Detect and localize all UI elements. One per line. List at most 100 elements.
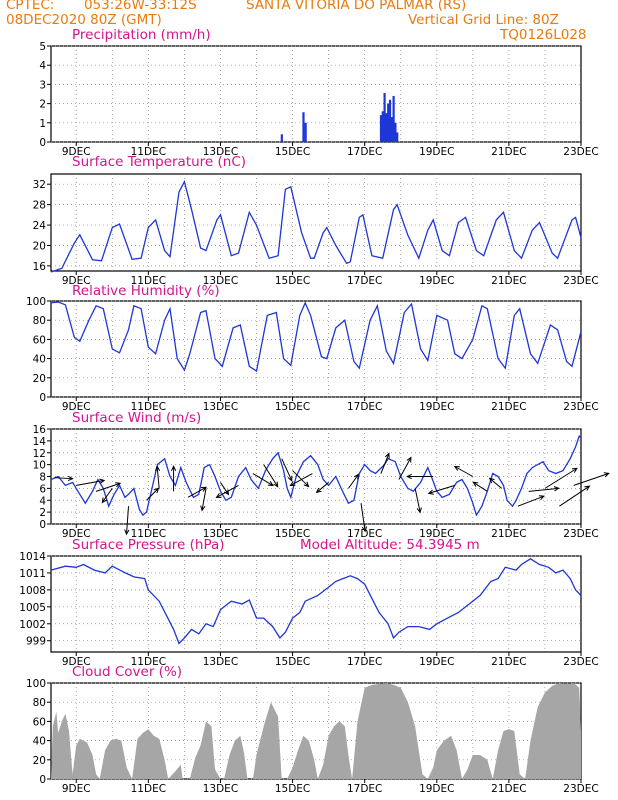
precip-ytick-label: 0 [39,137,46,149]
pres-ytick-label: 1014 [19,551,46,563]
wind-arrow [252,473,274,486]
wind-ytick-label: 4 [39,495,46,507]
wind-arrow [54,477,73,480]
precip-ytick-label: 4 [39,60,46,72]
wind-arrow [489,477,503,489]
wind-arrow [517,495,545,507]
cloud-ytick-label: 0 [39,774,46,786]
wind-arrow-head [488,477,495,484]
wind-arrow-head [406,456,412,463]
precip-ytick-label: 5 [39,41,46,53]
temp-frame [50,173,582,272]
temp-ytick-label: 16 [33,261,47,273]
pres-xtick-label: 11DEC [131,656,166,668]
wind-arrow [201,488,207,511]
precip-xtick-label: 19DEC [419,146,454,158]
precip-bar [381,111,384,142]
wind-xtick-label: 11DEC [131,528,166,540]
pres-xtick-label: 17DEC [347,656,382,668]
cloud-ytick-label: 80 [33,697,46,709]
wind-xtick-label: 15DEC [275,528,310,540]
wind-ytick-label: 0 [39,519,46,531]
wind-arrow-head [154,465,161,472]
wind-arrow [398,457,412,480]
wind-arrow [528,487,559,492]
wind-arrow [544,467,578,489]
pres-frame [50,555,582,653]
wind-arrow-head [406,473,412,480]
temp-ytick-label: 32 [33,179,46,191]
wind-arrow-head [289,481,296,487]
wind-arrow [360,503,366,532]
precip-frame [50,45,582,143]
rh-xtick-label: 11DEC [131,401,166,413]
wind-arrow [316,482,329,493]
precip-xtick-label: 13DEC [203,146,238,158]
wind-arrow-head [170,465,177,472]
header-run: 08DEC2020 80Z (GMT) [6,12,162,28]
pres-xtick-label: 15DEC [275,656,310,668]
precip-bar [390,117,393,142]
cloud-xtick-label: 9DEC [62,783,91,795]
pres-ytick-label: 1002 [19,619,46,631]
cloud-title: Cloud Cover (%) [72,664,183,680]
temp-title: Surface Temperature (nC) [72,154,247,170]
precip-bar [379,115,383,142]
wind-ytick-label: 8 [39,472,46,484]
rh-xtick-label: 13DEC [203,401,238,413]
header-grid-note: Vertical Grid Line: 80Z [408,12,559,28]
rh-ytick-label: 60 [33,334,46,346]
wind-arrow-head [571,467,578,473]
wind-arrow [472,481,488,492]
cloud-ytick-label: 40 [33,736,46,748]
temp-ytick-label: 20 [33,240,46,252]
temp-xtick-label: 21DEC [491,275,526,287]
wind-arrow [281,458,293,481]
wind-xtick-label: 17DEC [347,528,382,540]
temp-ytick-label: 28 [33,200,46,212]
temp-xtick-label: 15DEC [275,275,310,287]
wind-arrow [216,484,239,498]
wind-arrow [156,466,160,489]
wind-arrow-head [67,475,74,482]
cloud-xtick-label: 23DEC [563,783,598,795]
precip-bar [280,134,283,142]
wind-arrow [290,473,313,486]
precip-xtick-label: 21DEC [491,146,526,158]
wind-title: Surface Wind (m/s) [72,410,202,426]
precip-bar [304,122,307,142]
pres-series-line [50,558,582,645]
precip-xtick-label: 17DEC [347,146,382,158]
cloud-xtick-label: 17DEC [347,783,382,795]
cloud-xtick-label: 13DEC [203,783,238,795]
wind-arrow-head [538,495,545,501]
wind-arrow-head [215,493,222,498]
header-model-id: TQ0126L028 [500,27,587,43]
wind-ytick-label: 10 [33,460,46,472]
wind-arrow-head [384,452,390,459]
wind-arrow [454,466,474,477]
wind-arrow-head [603,472,610,478]
wind-xtick-label: 21DEC [491,528,526,540]
rh-series-line [50,301,582,373]
cloud-ytick-label: 60 [33,716,46,728]
pres-xtick-label: 13DEC [203,656,238,668]
rh-title: Relative Humidity (%) [72,283,220,299]
rh-xtick-label: 15DEC [275,401,310,413]
cloud-ytick-label: 20 [33,755,46,767]
wind-arrow [76,479,105,486]
precip-bar [394,122,397,142]
cloud-xtick-label: 15DEC [275,783,310,795]
pres-xtick-label: 19DEC [419,656,454,668]
precip-xtick-label: 11DEC [131,146,166,158]
rh-xtick-label: 23DEC [563,401,598,413]
precip-title: Precipitation (mm/h) [72,27,211,43]
wind-arrow [220,482,229,495]
header-source: CPTEC: [6,0,55,13]
wind-arrow-head [453,465,460,471]
pres-ytick-label: 1008 [19,585,46,597]
wind-series-line [50,434,582,517]
precip-xtick-label: 23DEC [563,146,598,158]
pres-annotation: Model Altitude: 54.3945 m [300,537,480,553]
wind-arrow [95,482,121,492]
